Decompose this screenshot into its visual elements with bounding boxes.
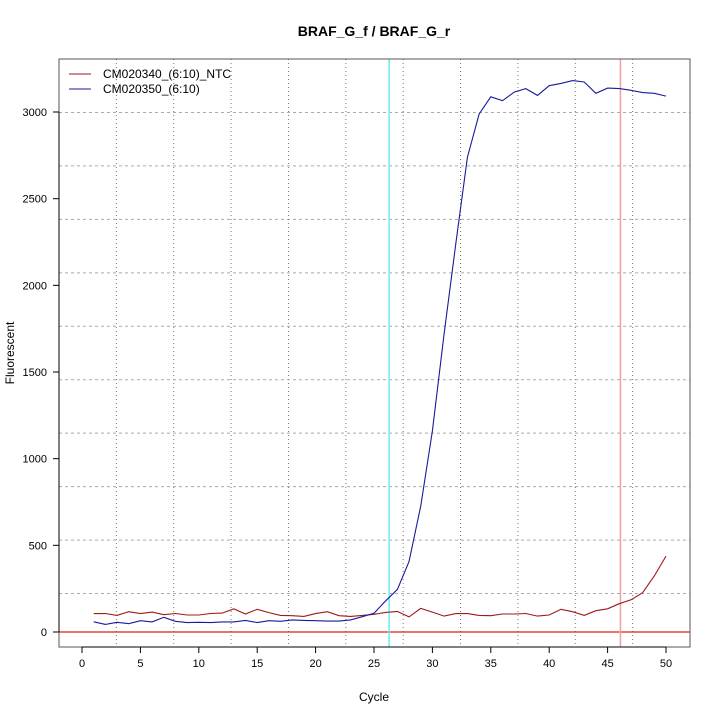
- x-tick-label: 15: [251, 658, 263, 670]
- x-tick-label: 0: [79, 658, 85, 670]
- x-tick-label: 50: [660, 658, 672, 670]
- x-axis: 0 5 10 15 20 25 30 35 40 45 50: [79, 646, 672, 670]
- y-tick-label: 3000: [23, 107, 47, 119]
- x-tick-label: 35: [485, 658, 497, 670]
- y-tick-label: 0: [41, 627, 47, 639]
- chart-title: BRAF_G_f / BRAF_G_r: [298, 23, 451, 39]
- x-tick-label: 10: [193, 658, 205, 670]
- x-tick-label: 40: [543, 658, 555, 670]
- legend-label-sample: CM020350_(6:10): [103, 82, 200, 96]
- y-tick-label: 2500: [23, 194, 47, 206]
- x-tick-label: 25: [368, 658, 380, 670]
- y-axis: 0 500 1000 1500 2000 2500 3000: [23, 107, 60, 639]
- reference-lines: [59, 59, 690, 647]
- y-tick-label: 2000: [23, 280, 47, 292]
- x-tick-label: 5: [137, 658, 143, 670]
- legend-label-ntc: CM020340_(6:10)_NTC: [103, 67, 231, 81]
- y-tick-label: 1000: [23, 454, 47, 466]
- legend: CM020340_(6:10)_NTC CM020350_(6:10): [69, 67, 231, 96]
- series-line-sample: [93, 80, 667, 625]
- x-tick-label: 20: [309, 658, 321, 670]
- x-axis-label: Cycle: [359, 690, 389, 704]
- x-tick-label: 45: [601, 658, 613, 670]
- series-lines: [93, 80, 667, 625]
- x-tick-label: 30: [426, 658, 438, 670]
- y-tick-label: 1500: [23, 367, 47, 379]
- series-line-ntc: [93, 555, 667, 618]
- y-tick-label: 500: [29, 540, 47, 552]
- y-axis-label: Fluorescent: [3, 321, 17, 384]
